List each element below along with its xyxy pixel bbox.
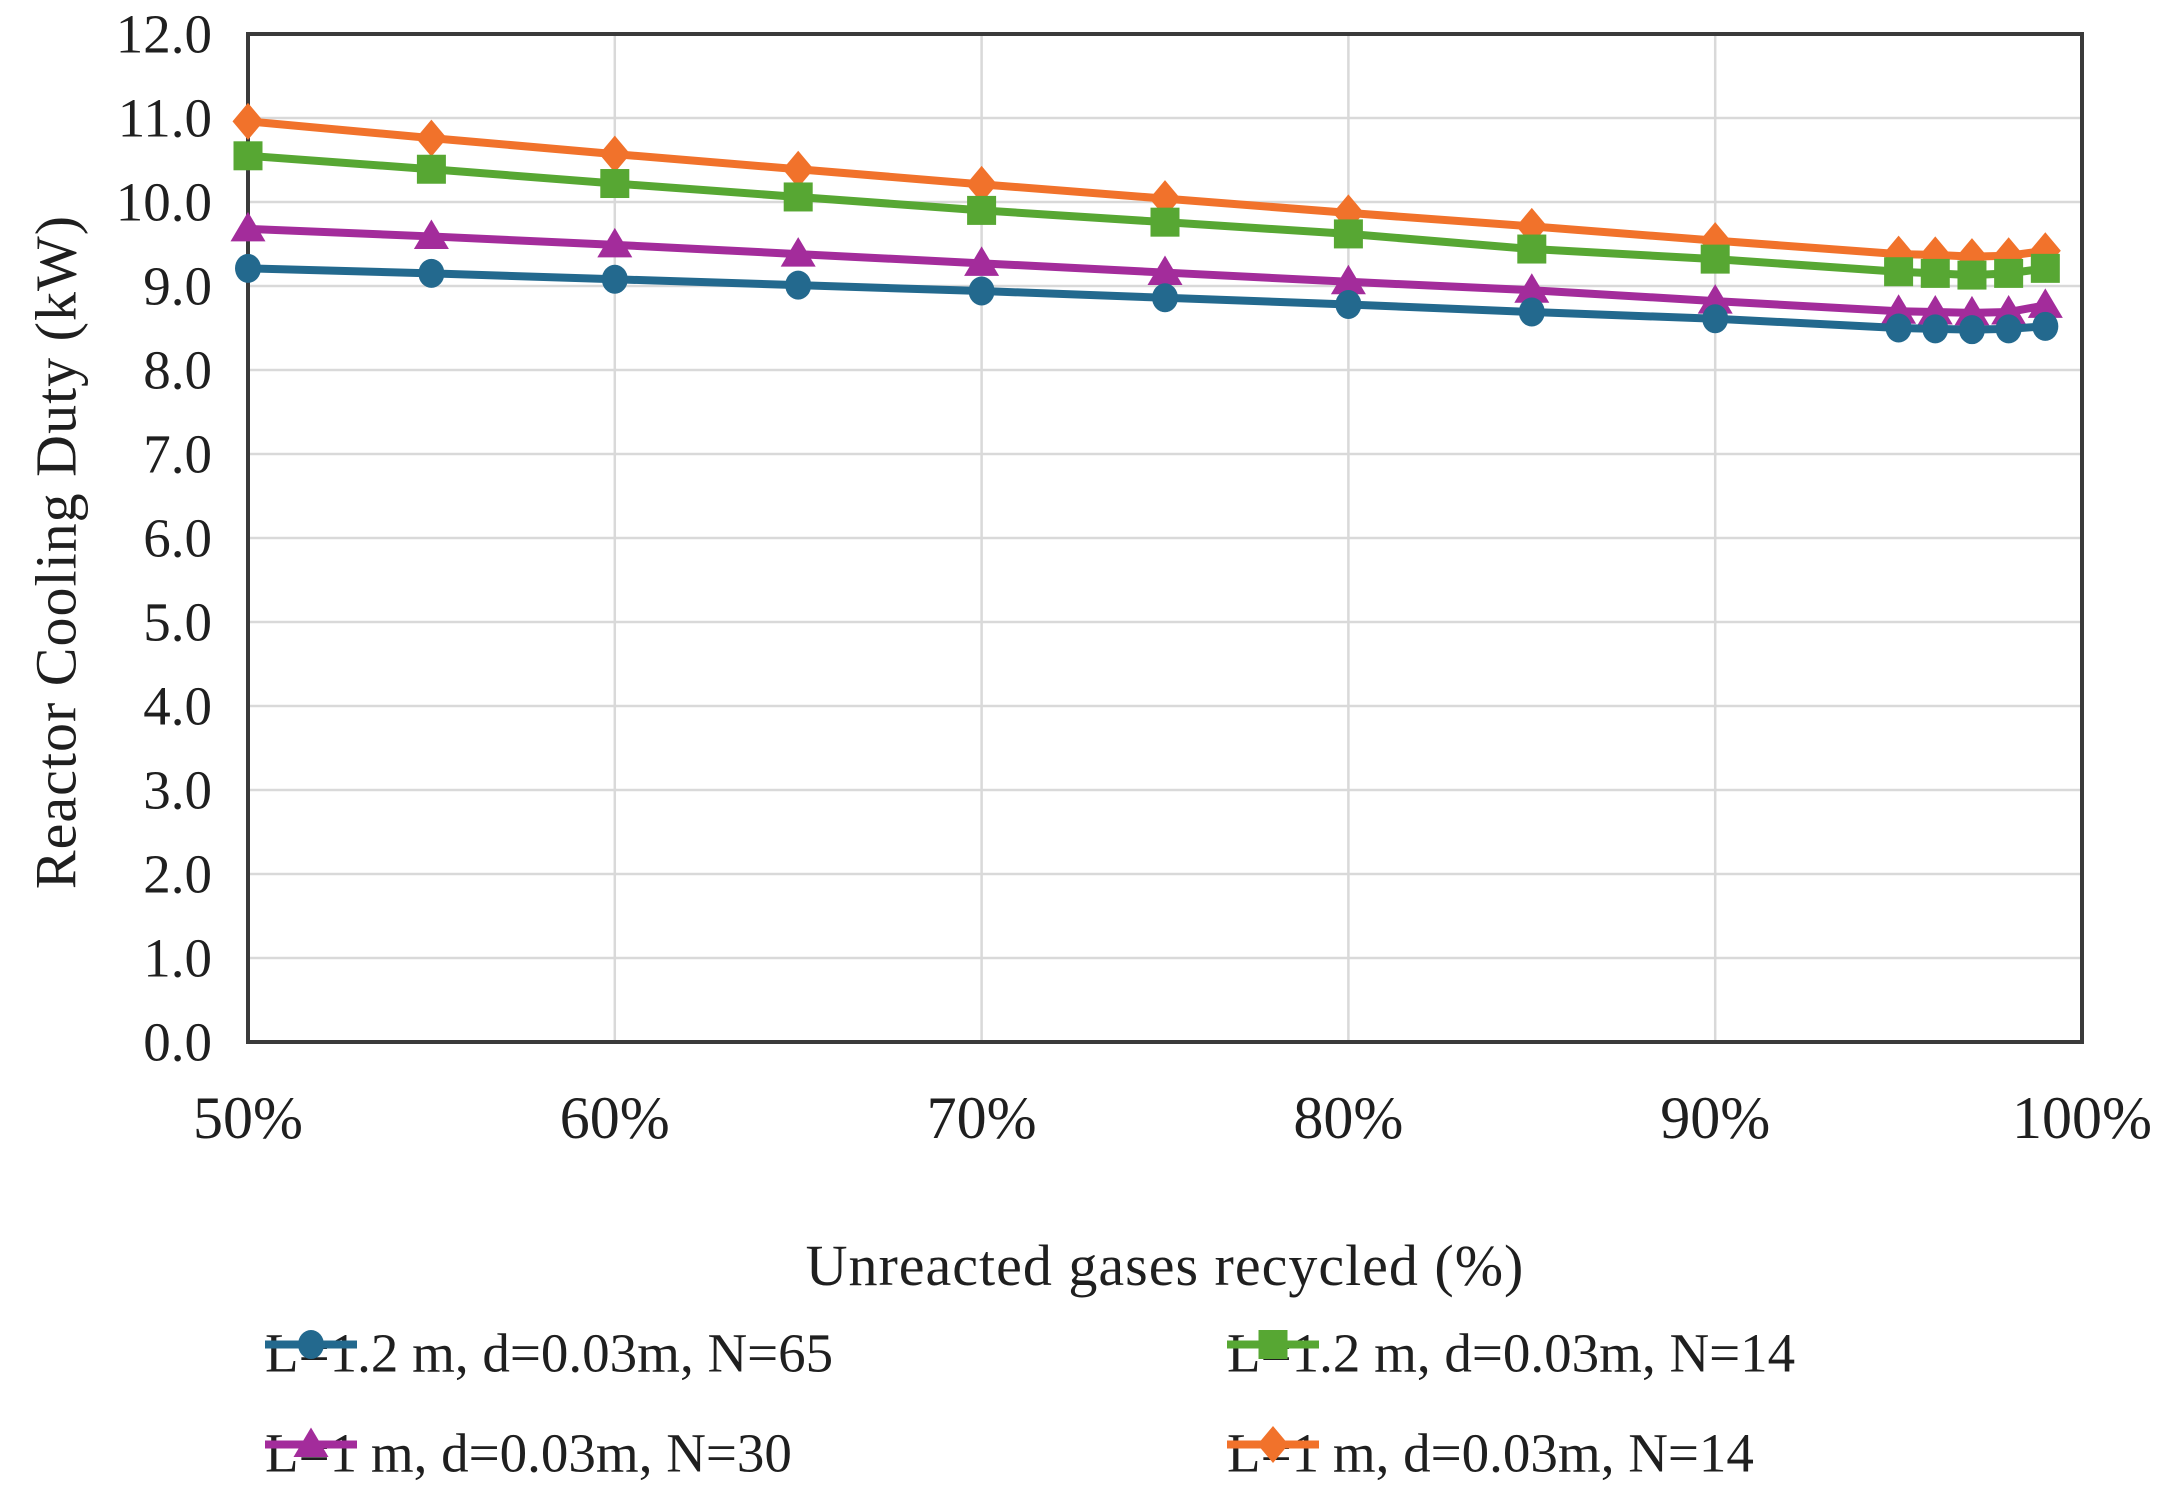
- triangle-marker: [230, 211, 266, 242]
- circle-marker: [1922, 314, 1949, 344]
- circle-marker: [1152, 283, 1178, 313]
- plot-border: [246, 32, 2084, 1044]
- y-tick-label: 11.0: [118, 88, 212, 149]
- triangle-marker: [597, 227, 633, 258]
- circle-marker: [1958, 315, 1985, 345]
- square-marker: [1700, 244, 1730, 274]
- triangle-marker: [413, 219, 449, 249]
- series-line: [244, 151, 2050, 280]
- circle-marker: [418, 258, 445, 288]
- square-marker: [233, 141, 263, 171]
- circle-marker: [1518, 297, 1545, 327]
- circle-marker: [1335, 289, 1362, 319]
- x-tick-label: 50%: [193, 1085, 303, 1151]
- square-marker: [783, 182, 813, 212]
- x-tick-label: 70%: [927, 1085, 1037, 1151]
- series-line: [244, 117, 2050, 261]
- x-tick-label: 100%: [2012, 1085, 2152, 1151]
- triangle-marker: [1917, 295, 1953, 325]
- y-tick-label: 10.0: [116, 172, 212, 233]
- square-marker: [416, 154, 446, 184]
- square-marker: [1150, 207, 1180, 237]
- triangle-marker: [1881, 294, 1917, 324]
- circle-marker: [968, 276, 995, 306]
- diamond-marker: [599, 135, 631, 173]
- circle-marker: [235, 253, 261, 283]
- y-axis-title: Reactor Cooling Duty (kW): [23, 214, 89, 890]
- series-diamond: [232, 102, 2061, 276]
- circle-marker: [785, 270, 812, 300]
- triangle-marker: [1991, 295, 2027, 325]
- series-line: [244, 264, 2050, 334]
- diamond-marker: [782, 150, 814, 188]
- diamond-marker: [415, 119, 447, 157]
- triangle-marker: [1954, 295, 1990, 326]
- diamond-marker: [1919, 236, 1951, 274]
- circle-marker: [601, 264, 628, 294]
- triangle-marker: [780, 237, 816, 267]
- y-tick-label: 9.0: [143, 256, 212, 317]
- diamond-marker: [1699, 222, 1731, 260]
- series-circle: [235, 253, 2059, 345]
- diamond-marker: [1993, 237, 2025, 275]
- circle-marker: [1885, 313, 1912, 343]
- square-marker: [1333, 219, 1363, 249]
- square-marker: [1957, 260, 1987, 290]
- y-tick-label: 1.0: [143, 928, 212, 989]
- y-tick-label: 3.0: [143, 760, 212, 821]
- triangle-marker: [1147, 255, 1183, 286]
- triangle-marker: [1330, 264, 1366, 295]
- square-marker: [967, 195, 997, 225]
- y-tick-label: 7.0: [143, 424, 212, 485]
- triangle-marker: [2027, 288, 2063, 318]
- triangle-marker: [1514, 273, 1550, 303]
- x-tick-label: 60%: [560, 1085, 670, 1151]
- diamond-marker: [232, 102, 264, 140]
- square-marker: [1920, 258, 1950, 288]
- y-tick-label: 2.0: [143, 844, 212, 905]
- x-axis-title: Unreacted gases recycled (%): [805, 1233, 1525, 1298]
- triangle-marker: [1697, 284, 1733, 314]
- circle-marker: [2032, 311, 2059, 341]
- y-tick-label: 8.0: [143, 340, 212, 401]
- square-marker: [600, 169, 630, 199]
- square-marker: [2030, 253, 2060, 283]
- y-tick-label: 0.0: [143, 1012, 212, 1073]
- x-tick-label: 90%: [1660, 1085, 1770, 1151]
- y-tick-label: 5.0: [143, 592, 212, 653]
- y-tick-label: 4.0: [143, 676, 212, 737]
- x-tick-label: 80%: [1293, 1085, 1403, 1151]
- square-marker: [1994, 258, 2024, 288]
- square-marker: [1884, 257, 1914, 287]
- series-triangle: [230, 211, 2063, 326]
- diamond-marker: [966, 165, 998, 203]
- circle-marker: [1995, 314, 2022, 344]
- series-square: [233, 141, 2060, 290]
- square-marker: [1517, 234, 1547, 264]
- triangle-marker: [964, 246, 1000, 276]
- y-tick-label: 12.0: [116, 4, 212, 65]
- circle-marker: [1702, 304, 1729, 334]
- y-tick-label: 6.0: [143, 508, 212, 569]
